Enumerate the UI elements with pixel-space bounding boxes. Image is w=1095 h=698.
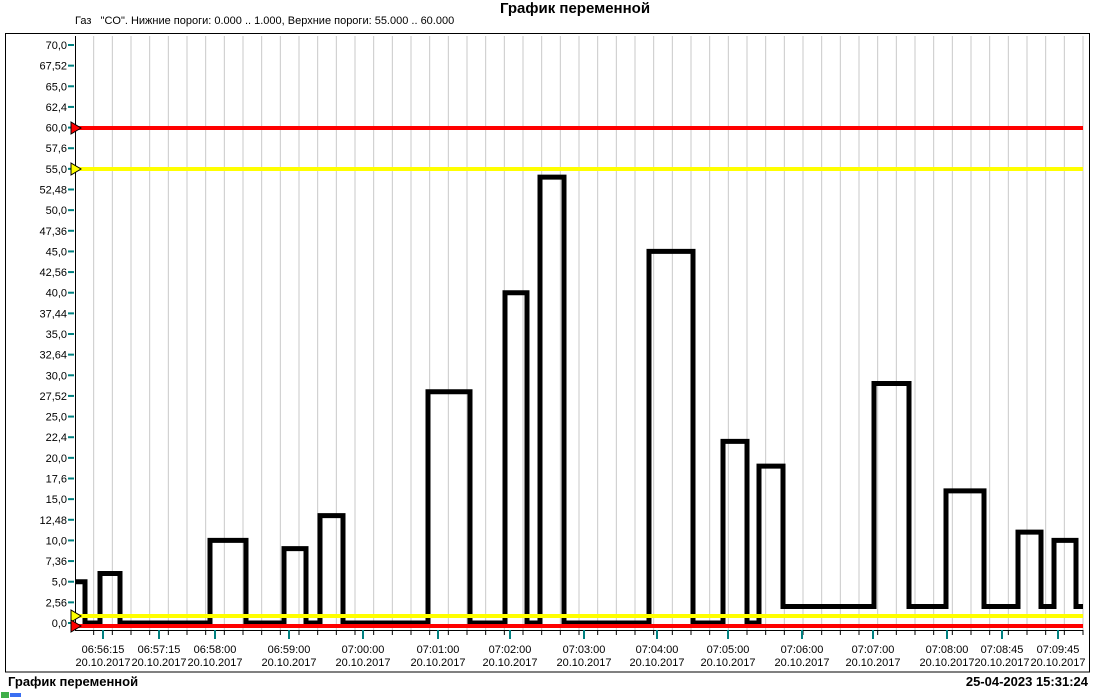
threshold-arrow-markers: [70, 121, 82, 633]
svg-text:17,6: 17,6: [46, 474, 67, 486]
svg-text:20.10.2017: 20.10.2017: [410, 657, 465, 669]
svg-text:07:02:00: 07:02:00: [489, 644, 532, 656]
svg-text:20.10.2017: 20.10.2017: [845, 657, 900, 669]
svg-text:07:07:00: 07:07:00: [852, 644, 895, 656]
svg-text:22,4: 22,4: [46, 432, 67, 444]
svg-text:55,0: 55,0: [46, 164, 67, 176]
svg-text:20.10.2017: 20.10.2017: [556, 657, 611, 669]
svg-text:12,48: 12,48: [39, 515, 67, 527]
svg-text:5,0: 5,0: [52, 577, 67, 589]
svg-text:70,0: 70,0: [46, 40, 67, 52]
svg-text:62,4: 62,4: [46, 102, 67, 114]
svg-text:20.10.2017: 20.10.2017: [1030, 657, 1085, 669]
svg-text:10,0: 10,0: [46, 535, 67, 547]
x-minor-ticks: [93, 630, 1084, 635]
svg-text:67,52: 67,52: [39, 61, 67, 73]
statusbar-datetime: 25-04-2023 15:31:24: [965, 674, 1088, 689]
svg-text:07:00:00: 07:00:00: [342, 644, 385, 656]
svg-text:06:58:00: 06:58:00: [194, 644, 237, 656]
statusbar-title: График переменной: [8, 674, 139, 689]
taskbar-icon[interactable]: [1, 692, 21, 698]
svg-text:32,64: 32,64: [39, 350, 67, 362]
svg-text:57,6: 57,6: [46, 143, 67, 155]
svg-text:07:06:00: 07:06:00: [781, 644, 824, 656]
svg-text:20.10.2017: 20.10.2017: [629, 657, 684, 669]
svg-text:30,0: 30,0: [46, 370, 67, 382]
svg-text:20.10.2017: 20.10.2017: [261, 657, 316, 669]
svg-text:20.10.2017: 20.10.2017: [482, 657, 537, 669]
svg-text:2,56: 2,56: [46, 597, 67, 609]
svg-text:20.10.2017: 20.10.2017: [187, 657, 242, 669]
svg-text:20.10.2017: 20.10.2017: [919, 657, 974, 669]
svg-text:20.10.2017: 20.10.2017: [974, 657, 1029, 669]
svg-text:40,0: 40,0: [46, 288, 67, 300]
svg-text:07:09:45: 07:09:45: [1037, 644, 1080, 656]
svg-text:06:56:15: 06:56:15: [82, 644, 125, 656]
svg-text:20.10.2017: 20.10.2017: [774, 657, 829, 669]
svg-text:07:01:00: 07:01:00: [417, 644, 460, 656]
svg-text:50,0: 50,0: [46, 205, 67, 217]
svg-text:45,0: 45,0: [46, 246, 67, 258]
chart-frame: [5, 33, 1090, 673]
svg-text:06:57:15: 06:57:15: [138, 644, 181, 656]
svg-text:20.10.2017: 20.10.2017: [131, 657, 186, 669]
y-axis-labels: 70,0 67,52 65,0 62,4 60,0 57,6 55,0 52,48 50,0 47…: [39, 40, 74, 630]
taskbar-icon-blue-bar: [10, 693, 21, 697]
svg-text:37,44: 37,44: [39, 308, 67, 320]
svg-text:07:03:00: 07:03:00: [563, 644, 606, 656]
svg-text:7,36: 7,36: [46, 556, 67, 568]
taskbar-icon-green-square: [1, 692, 9, 698]
svg-text:07:05:00: 07:05:00: [707, 644, 750, 656]
chart-title: График переменной: [499, 0, 651, 17]
svg-text:0,0: 0,0: [52, 618, 67, 630]
svg-text:07:08:45: 07:08:45: [981, 644, 1024, 656]
svg-text:07:08:00: 07:08:00: [926, 644, 969, 656]
svg-text:20,0: 20,0: [46, 453, 67, 465]
svg-text:60,0: 60,0: [46, 123, 67, 135]
svg-text:52,48: 52,48: [39, 185, 67, 197]
svg-text:65,0: 65,0: [46, 81, 67, 93]
series-step-line: [75, 174, 1083, 626]
svg-text:20.10.2017: 20.10.2017: [700, 657, 755, 669]
svg-text:06:59:00: 06:59:00: [268, 644, 311, 656]
threshold-lines: [72, 126, 1083, 628]
svg-text:47,36: 47,36: [39, 226, 67, 238]
svg-text:20.10.2017: 20.10.2017: [335, 657, 390, 669]
svg-text:07:04:00: 07:04:00: [636, 644, 679, 656]
svg-text:25,0: 25,0: [46, 412, 67, 424]
x-axis-labels: 06:56:1520.10.201706:57:1520.10.201706:5…: [75, 630, 1086, 669]
svg-text:42,56: 42,56: [39, 267, 67, 279]
svg-text:35,0: 35,0: [46, 329, 67, 341]
svg-text:27,52: 27,52: [39, 391, 67, 403]
svg-text:15,0: 15,0: [46, 494, 67, 506]
chart-subtitle: Газ "CO". Нижние пороги: 0.000 .. 1.000,…: [75, 15, 455, 27]
svg-text:20.10.2017: 20.10.2017: [75, 657, 130, 669]
